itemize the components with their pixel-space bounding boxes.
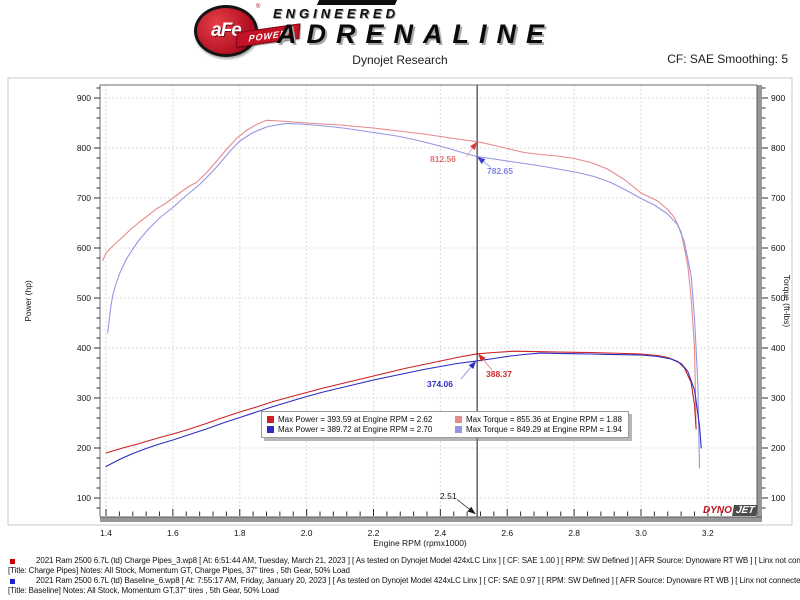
svg-text:1.4: 1.4: [100, 528, 112, 538]
svg-text:2.8: 2.8: [568, 528, 580, 538]
torque-cursor-value-baseline: 782.65: [487, 166, 513, 176]
run-notes-charge-pipes: [Title: Charge Pipes] Notes: All Stock, …: [8, 566, 350, 575]
svg-text:700: 700: [77, 193, 91, 203]
svg-text:3.2: 3.2: [702, 528, 714, 538]
svg-text:1.8: 1.8: [234, 528, 246, 538]
cursor-rpm-label: 2.51: [440, 491, 457, 501]
svg-text:600: 600: [771, 243, 785, 253]
svg-text:800: 800: [77, 143, 91, 153]
run-bullet-baseline: [10, 579, 15, 584]
run-info-baseline: 2021 Ram 2500 6.7L (td) Baseline_6.wp8 […: [36, 576, 800, 585]
axis-titles: Power (hp) Torque (ft-lbs) Engine RPM (rpm…: [23, 275, 792, 548]
logo-accent-bar: [316, 0, 398, 5]
tick-labels: 100 100 200 200 300 300 400 400 500 500 600 600 700 7…: [77, 93, 786, 538]
svg-text:Power (hp): Power (hp): [23, 280, 33, 322]
svg-text:2.2: 2.2: [368, 528, 380, 538]
legend-entry-max-torque-baseline: Max Torque = 849.29 at Engine RPM = 1.94: [455, 425, 622, 434]
power-cursor-value-baseline: 374.06: [427, 379, 453, 389]
logo-engineered-text: ENGINEERED: [273, 6, 399, 21]
svg-text:200: 200: [77, 443, 91, 453]
svg-text:100: 100: [77, 493, 91, 503]
legend-text: Max Power = 389.72 at Engine RPM = 2.70: [278, 425, 433, 434]
legend-swatch-red: [267, 416, 274, 423]
legend-text: Max Power = 393.59 at Engine RPM = 2.62: [278, 415, 433, 424]
svg-text:500: 500: [771, 293, 785, 303]
legend-swatch-violet: [455, 426, 462, 433]
cursor-axis-arrow: [456, 499, 476, 515]
run-notes-baseline: [Title: Baseline] Notes: All Stock, Mome…: [8, 586, 279, 595]
svg-text:900: 900: [771, 93, 785, 103]
svg-text:300: 300: [771, 393, 785, 403]
legend-entry-max-power-charge: Max Power = 393.59 at Engine RPM = 2.62: [267, 415, 449, 424]
svg-text:900: 900: [77, 93, 91, 103]
afe-logo-text: aFe: [211, 20, 242, 41]
afe-header-logo: aFe ® POWER ENGINEERED ADRENALINE: [0, 0, 800, 57]
svg-text:800: 800: [771, 143, 785, 153]
smoothing-setting: CF: SAE Smoothing: 5: [667, 52, 788, 66]
svg-text:600: 600: [77, 243, 91, 253]
legend-entry-max-power-baseline: Max Power = 389.72 at Engine RPM = 2.70: [267, 425, 449, 434]
series-baseline-power: [105, 352, 702, 468]
svg-text:400: 400: [771, 343, 785, 353]
svg-text:2.4: 2.4: [434, 528, 446, 538]
axis-ticks: [94, 87, 768, 516]
cursor-value-arrows: [460, 141, 493, 380]
svg-text:500: 500: [77, 293, 91, 303]
registered-mark: ®: [256, 4, 261, 10]
svg-text:3.0: 3.0: [635, 528, 647, 538]
svg-text:300: 300: [77, 393, 91, 403]
svg-text:1.6: 1.6: [167, 528, 179, 538]
svg-text:2.6: 2.6: [501, 528, 513, 538]
series-charge-pipes-power: [105, 350, 697, 454]
plot-frame: [99, 84, 762, 522]
svg-text:400: 400: [77, 343, 91, 353]
dynojet-logo-jet: JET: [731, 505, 759, 516]
svg-text:200: 200: [771, 443, 785, 453]
dynojet-logo-dyno: DYNO: [703, 505, 732, 516]
chart-title: Dynojet Research: [352, 53, 448, 67]
series-baseline-torque: [107, 122, 701, 469]
gridlines: [100, 85, 757, 517]
power-cursor-value-charge: 388.37: [486, 369, 512, 379]
svg-text:700: 700: [771, 193, 785, 203]
legend-swatch-salmon: [455, 416, 462, 423]
svg-text:Engine RPM (rpmx1000): Engine RPM (rpmx1000): [373, 538, 467, 548]
plot-background[interactable]: [100, 85, 757, 517]
legend-entry-max-torque-charge: Max Torque = 855.36 at Engine RPM = 1.88: [455, 415, 622, 424]
legend-text: Max Torque = 855.36 at Engine RPM = 1.88: [466, 415, 622, 424]
svg-text:2.0: 2.0: [301, 528, 313, 538]
svg-text:100: 100: [771, 493, 785, 503]
run-info-charge-pipes: 2021 Ram 2500 6.7L (td) Charge Pipes_3.w…: [36, 556, 800, 565]
torque-cursor-value-charge: 812.56: [430, 154, 456, 164]
logo-adrenaline-text: ADRENALINE: [277, 19, 555, 49]
svg-text:Torque (ft-lbs): Torque (ft-lbs): [782, 275, 792, 328]
legend-swatch-blue: [267, 426, 274, 433]
chart-panel-border: [7, 77, 793, 526]
series-charge-pipes-torque: [102, 119, 697, 429]
legend-box[interactable]: Max Power = 393.59 at Engine RPM = 2.62 …: [261, 411, 629, 438]
run-bullet-charge-pipes: [10, 559, 15, 564]
legend-text: Max Torque = 849.29 at Engine RPM = 1.94: [466, 425, 622, 434]
dynojet-logo: DYNO JET: [703, 504, 759, 517]
